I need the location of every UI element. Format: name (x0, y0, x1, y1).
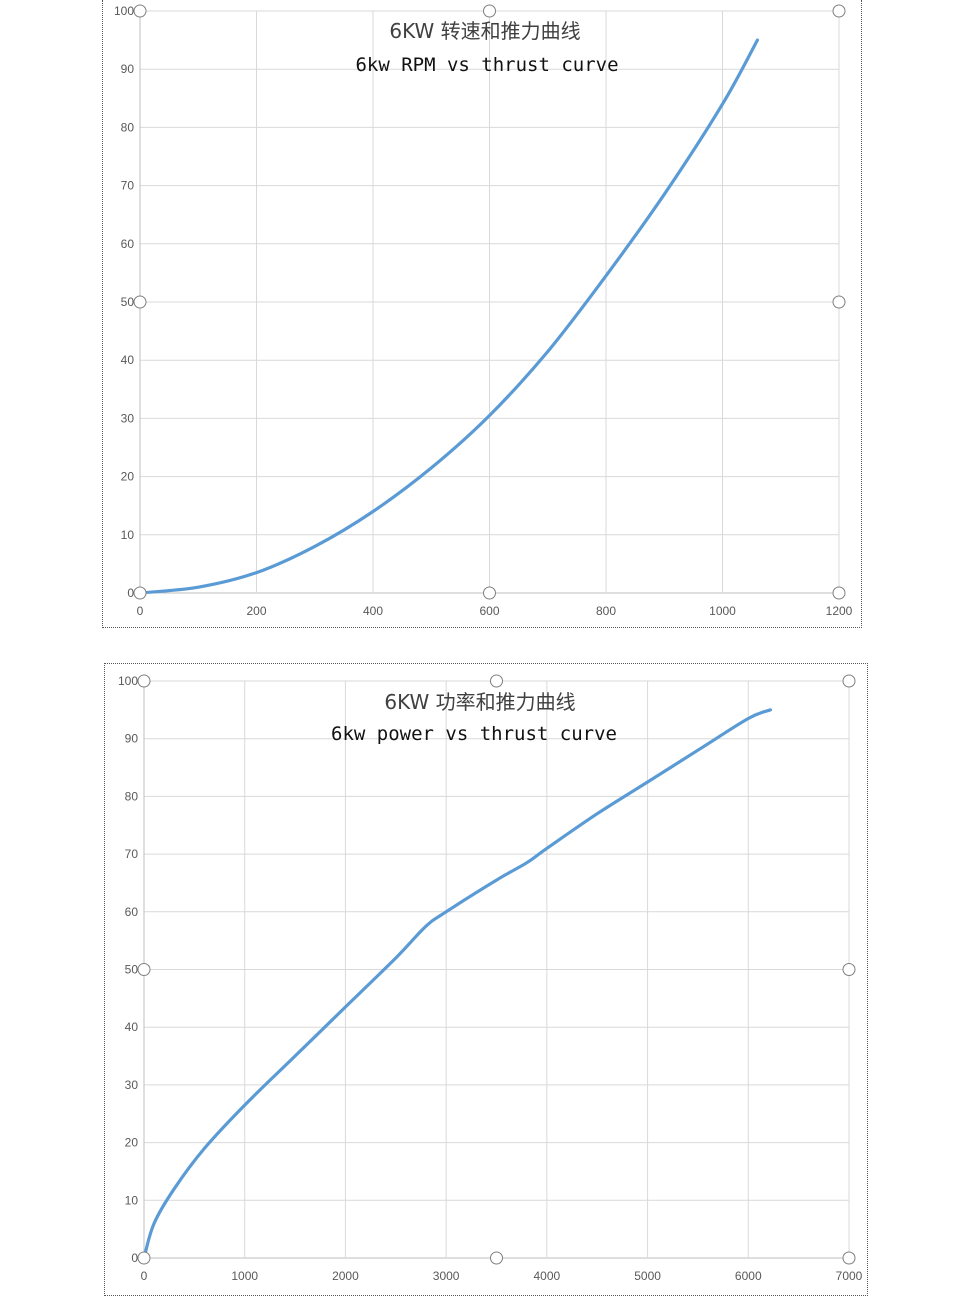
y-tick-label: 0 (127, 586, 134, 600)
y-tick-label: 70 (121, 179, 135, 193)
y-tick-label: 30 (121, 411, 135, 425)
x-tick-label: 400 (363, 604, 383, 618)
x-tick-label: 600 (479, 604, 499, 618)
x-tick-label: 0 (137, 604, 144, 618)
y-tick-label: 10 (121, 528, 135, 542)
chart-area-power-thrust (104, 663, 868, 1296)
y-tick-label: 60 (121, 237, 135, 251)
chart-subtitle: 6kw RPM vs thrust curve (355, 54, 618, 76)
resize-handle[interactable] (483, 586, 496, 600)
y-tick-label: 100 (114, 4, 134, 18)
resize-handle[interactable] (832, 4, 846, 18)
x-tick-label: 1200 (826, 604, 853, 618)
chart-title: 6KW 转速和推力曲线 (389, 19, 580, 43)
resize-handle[interactable] (832, 295, 846, 309)
resize-handle[interactable] (133, 295, 147, 309)
x-tick-label: 800 (596, 604, 616, 618)
x-tick-label: 200 (246, 604, 266, 618)
resize-handle[interactable] (133, 586, 147, 600)
resize-handle[interactable] (483, 4, 496, 18)
y-tick-label: 40 (121, 353, 135, 367)
y-tick-label: 80 (121, 120, 135, 134)
y-tick-label: 90 (121, 62, 135, 76)
x-tick-label: 1000 (709, 604, 736, 618)
y-tick-label: 50 (121, 295, 135, 309)
resize-handle[interactable] (832, 586, 846, 600)
y-tick-label: 20 (121, 470, 135, 484)
series-line-0 (138, 38, 759, 595)
resize-handle[interactable] (133, 4, 147, 18)
chart-area-rpm-thrust (102, 0, 862, 628)
